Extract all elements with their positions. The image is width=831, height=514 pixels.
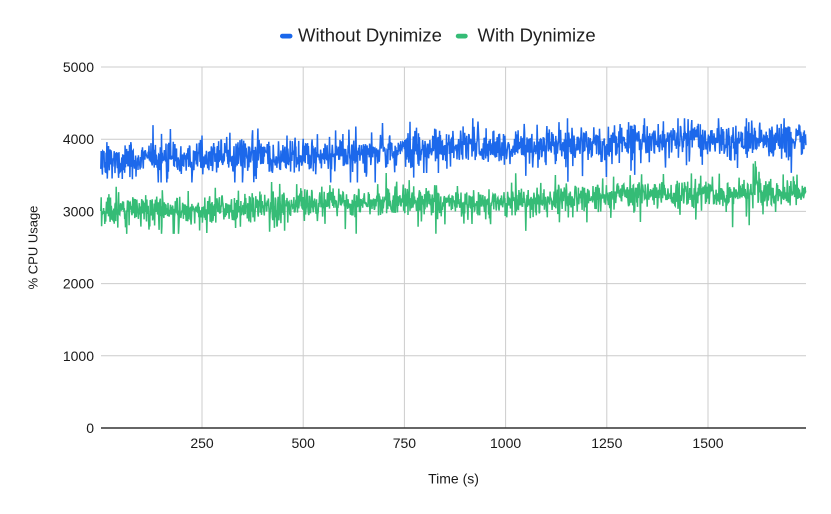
svg-text:5000: 5000 <box>63 59 94 75</box>
svg-text:250: 250 <box>190 435 214 451</box>
svg-text:1000: 1000 <box>490 435 521 451</box>
svg-text:0: 0 <box>86 420 94 436</box>
svg-text:1000: 1000 <box>63 348 94 364</box>
svg-text:500: 500 <box>292 435 316 451</box>
svg-text:4000: 4000 <box>63 131 94 147</box>
svg-text:With Dynimize: With Dynimize <box>478 24 596 45</box>
svg-text:Time (s): Time (s) <box>428 471 479 487</box>
svg-text:Without Dynimize: Without Dynimize <box>298 24 442 45</box>
svg-text:750: 750 <box>393 435 417 451</box>
svg-text:3000: 3000 <box>63 203 94 219</box>
svg-text:% CPU Usage: % CPU Usage <box>26 206 41 290</box>
svg-text:1250: 1250 <box>591 435 622 451</box>
svg-text:2000: 2000 <box>63 276 94 292</box>
svg-text:1500: 1500 <box>692 435 723 451</box>
